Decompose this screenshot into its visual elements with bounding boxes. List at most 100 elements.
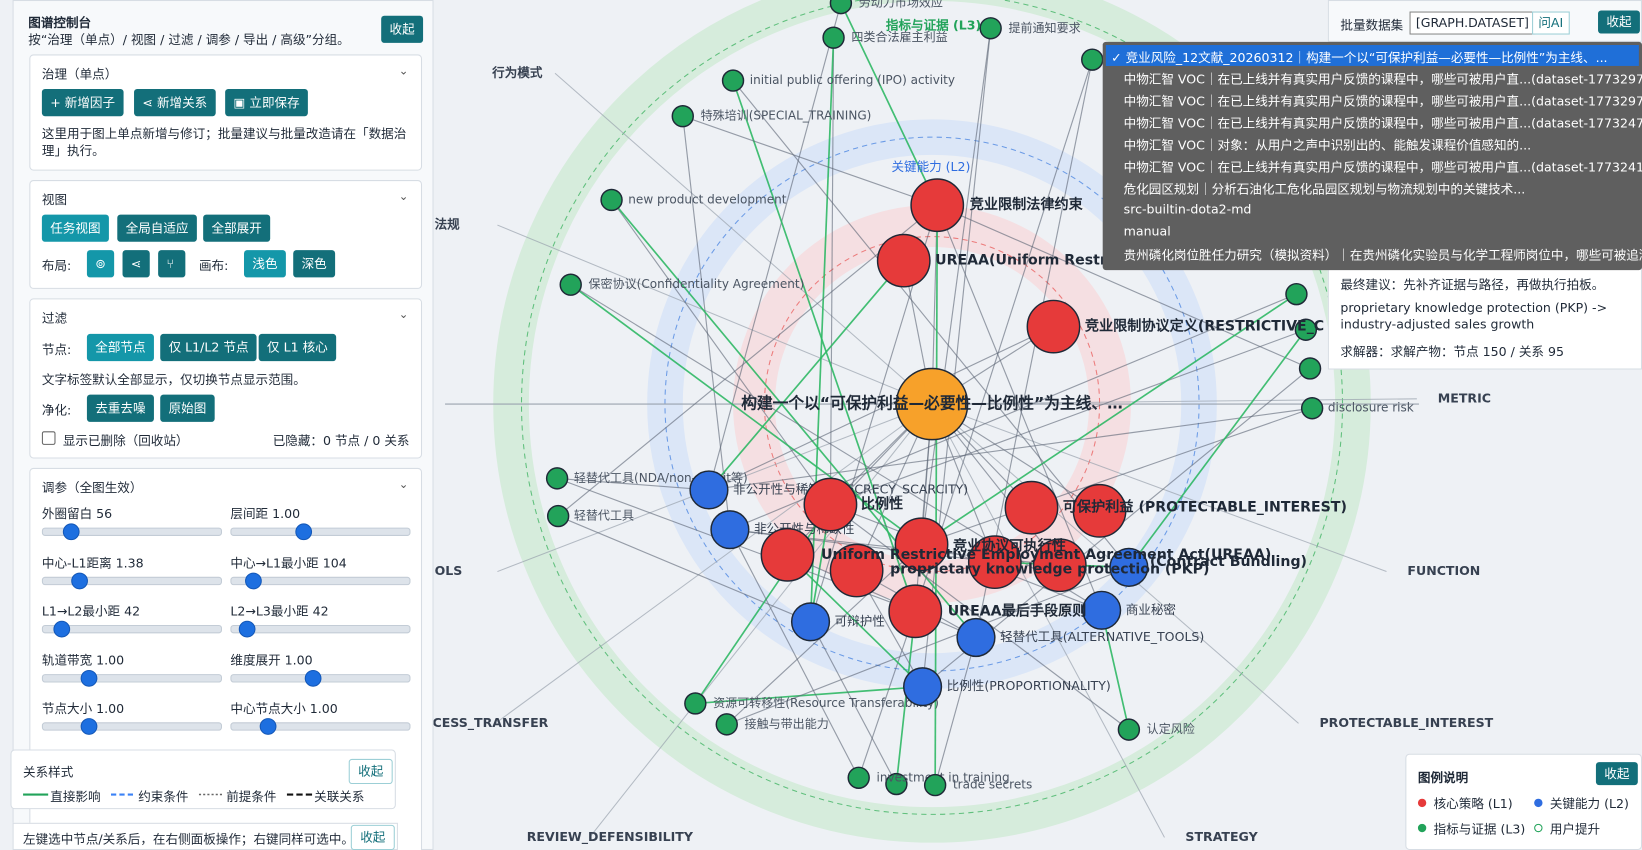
edge-relation [920,28,992,545]
slider-label: L2→L3最小距 42 [230,604,329,619]
menu-item[interactable]: 贵州磷化岗位胜任力研究（模拟资料）｜在贵州磷化实验员与化学工程师岗位中，哪些可被… [1123,248,1642,263]
expand-button[interactable]: 全部展开 [203,214,271,242]
slider-thumb[interactable] [259,718,277,735]
l3-node [1298,357,1322,380]
save-button[interactable]: ▣ 立即保存 [225,88,309,117]
relation-style-popup: 关系样式 收起 直接影响 约束条件 前提条件 关联关系 [10,749,396,810]
chevron[interactable]: ⌄ [398,189,409,204]
dataset-input[interactable]: [GRAPH.DATASET] [1409,11,1536,35]
axis-label: CESS_TRANSFER [432,715,548,731]
slider-thumb[interactable] [80,669,97,687]
l1-node [1032,538,1087,593]
popup-title: 关系样式 [23,765,74,780]
slider-thumb[interactable] [295,523,313,541]
l3-node [684,692,707,715]
l1-button[interactable]: 仅 L1 核心 [258,333,337,362]
checkbox[interactable] [41,431,56,445]
menu-item[interactable]: src-builtin-dota2-md [1123,202,1252,217]
l3-label: 保密协议(Confidentiality Agreement) [589,276,805,291]
l1-node [876,233,931,288]
l3-label: new product development [628,192,786,206]
chevron[interactable]: ⌄ [398,63,409,78]
menu-item[interactable]: 中物汇智 VOC｜在已上线并有真实用户反馈的课程中，哪些可被用户直...(dat… [1123,94,1642,109]
l3-node [829,0,853,15]
slider-track [230,620,411,638]
slider-thumb[interactable] [53,620,71,638]
edge-direct [895,611,917,785]
l3-node [546,504,570,528]
l2-node [1109,547,1149,587]
center-node [895,367,969,441]
edge-relation [708,2,842,491]
collapse-button[interactable]: 收起 [350,824,395,850]
slider-label: 中心-L1距离 1.38 [41,555,144,570]
slider-label: 中心节点大小 1.00 [230,701,338,717]
edge-relation [829,37,835,505]
menu-item[interactable]: 危化园区规划｜分析石油化工危化品园区规划与物流规划中的关键技术... [1123,182,1526,197]
axis-label: 法规 [435,217,461,232]
menu-item[interactable]: 中物汇智 VOC｜对象：从用户之声中识别出的、能触发课程价值感知的... [1123,138,1532,153]
legend-text: 约束条件 [138,789,189,804]
menu-item[interactable]: manual [1123,224,1171,239]
l1-label: proprietary knowledge protection (PKP) [890,561,1209,577]
edge-direct [732,80,917,612]
detail-panel: 最终建议：先补齐证据与路径，再做执行拍板。 proprietary knowle… [1327,261,1642,370]
l1-node [894,517,949,572]
ring-label-l2: 关键能力 (L2) [891,159,970,174]
chevron[interactable]: ⌄ [398,477,409,491]
l1-label: UREAA(Uniform Restrict… [935,253,1141,269]
slider-track [230,523,411,541]
control-panel: 图谱控制台 按“治理（单点）/ 视图 / 过滤 / 调参 / 导出 / 高级”分… [12,0,434,850]
l1-label: 竞业限制协议定义(RESTRICTIVE_C [1085,318,1324,335]
view-section: 视图 ⌄ 任务视图 全局自适应 全部展开 布局: ⊚ ⋖ ⑂ 画布: 浅色 深色 [29,180,423,289]
slider-thumb[interactable] [304,669,321,687]
chevron[interactable]: ⌄ [398,307,409,322]
nodes-label: 节点: [41,342,72,357]
task-view-button[interactable]: 任务视图 [41,214,109,242]
light-button[interactable]: 浅色 [243,250,286,278]
solver-result: 求解器：求解产物：节点 150 / 关系 95 [1340,344,1564,360]
all-nodes-button[interactable]: 全部节点 [86,333,154,362]
l2-label: 商业秘密 [1126,602,1176,617]
l1-node [1026,299,1081,354]
ask-ai-button[interactable]: 问AI [1532,11,1570,35]
edge-relation [787,554,977,639]
fit-button[interactable]: 全局自适应 [117,214,197,242]
section-heading: 调参（全图生效） [41,480,143,496]
dark-button[interactable]: 深色 [293,250,336,278]
l3-node [1294,318,1318,341]
l1l2-button[interactable]: 仅 L1/L2 节点 [160,333,257,362]
add-factor-button[interactable]: + 新增因子 [41,88,124,117]
raw-button[interactable]: 原始图 [160,394,215,422]
edge-relation [830,504,1102,611]
add-relation-button[interactable]: ⋖ 新增关系 [134,88,216,117]
l3-node [847,766,870,789]
slider-thumb[interactable] [80,718,97,735]
slider-thumb[interactable] [245,572,263,589]
slider-thumb[interactable] [62,523,80,541]
edge-relation [830,329,1307,506]
layout-radial[interactable]: ⊚ [86,250,115,278]
menu-item[interactable]: 中物汇智 VOC｜在已上线并有真实用户反馈的课程中，哪些可被用户直...(dat… [1123,116,1642,131]
collapse-button[interactable]: 收起 [381,15,424,43]
legend-dot [1417,823,1427,833]
menu-item[interactable]: 中物汇智 VOC｜在已上线并有真实用户反馈的课程中，哪些可被用户直...(dat… [1123,72,1642,87]
l3-label: trade secrets [953,778,1032,792]
l3-node [1285,282,1308,306]
menu-item[interactable]: ✓ 竞业风险_12文献_20260312｜构建一个以“可保护利益—必要性—比例性… [1111,50,1608,65]
l3-label: 特殊培训(SPECIAL_TRAINING) [701,108,872,123]
menu-item[interactable]: 中物汇智 VOC｜在已上线并有真实用户反馈的课程中，哪些可被用户直...(dat… [1123,160,1642,175]
slider-thumb[interactable] [238,620,256,638]
layout-force[interactable]: ⋖ [122,250,150,278]
axis-spoke [932,398,1417,405]
slider-thumb[interactable] [71,572,88,589]
layout-tree[interactable]: ⑂ [158,250,186,278]
legend-dot [1534,823,1543,833]
dedupe-button[interactable]: 去重去噪 [86,394,154,422]
collapse-button[interactable]: 收起 [1595,762,1638,786]
collapse-button[interactable]: 收起 [1598,10,1640,34]
collapse-button[interactable]: 收起 [348,758,393,785]
panel-subtitle: 按“治理（单点）/ 视图 / 过滤 / 调参 / 导出 / 高级”分组。 [28,32,350,48]
